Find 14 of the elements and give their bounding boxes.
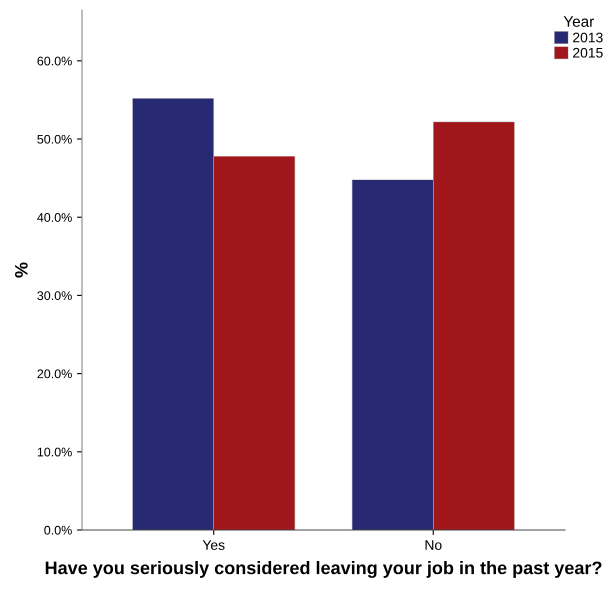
y-tick-label: 50.0% [37, 134, 72, 144]
legend-title: Year [564, 16, 594, 27]
legend-label: 2015 [573, 48, 603, 58]
y-tick-label: 40.0% [37, 213, 72, 222]
y-tick-label: 0.0% [44, 526, 72, 535]
y-axis-title: % [14, 262, 28, 278]
x-tick-label: Yes [202, 540, 225, 550]
x-axis-title: Have you seriously considered leaving your job in the past year? [46, 561, 602, 578]
x-tick-label: No [426, 540, 442, 550]
y-tick-label: 10.0% [38, 448, 72, 456]
legend-label: 2013 [573, 32, 603, 42]
y-tick-label: 60.0% [37, 56, 72, 66]
y-tick-label: 20.0% [37, 369, 72, 378]
y-tick-label: 30.0% [37, 291, 72, 300]
